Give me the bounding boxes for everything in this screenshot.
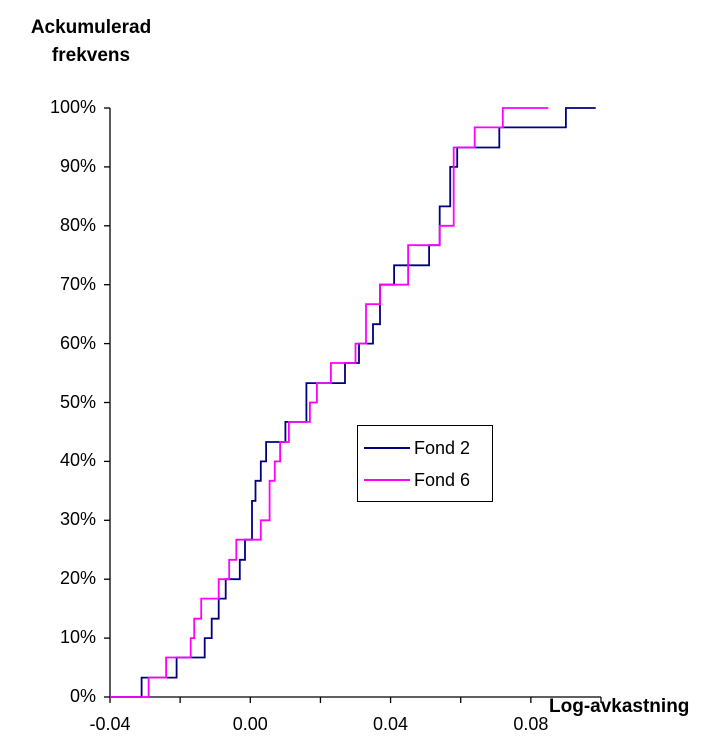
y-tick-label: 60%	[59, 332, 96, 353]
axes	[104, 107, 602, 703]
legend-swatch-fond-6	[364, 479, 410, 481]
y-tick-label: 10%	[59, 627, 96, 648]
y-tick-label: 80%	[59, 214, 96, 235]
y-tick-label: 50%	[59, 391, 96, 412]
series-line-fond-6	[110, 107, 549, 698]
x-tick-label: 0.04	[373, 714, 409, 734]
x-axis-label: Log-avkastning	[549, 696, 690, 717]
y-tick-label: 0%	[69, 686, 96, 706]
y-tick-label: 90%	[59, 155, 96, 176]
legend-item-fond-2: Fond 2	[364, 436, 470, 460]
legend-item-fond-6: Fond 6	[364, 468, 470, 492]
y-axis-label: Ackumulerad frekvens	[30, 17, 152, 66]
y-tick-label: 70%	[59, 273, 96, 294]
y-tick-label: 100%	[49, 97, 96, 117]
x-tick-label: 0.08	[513, 714, 549, 734]
series-line-fond-2	[110, 107, 596, 698]
y-tick-label: 40%	[59, 450, 96, 471]
legend-label-fond-2: Fond 2	[414, 437, 471, 458]
legend-swatch-fond-2	[364, 447, 410, 449]
x-tick-label: -0.04	[89, 714, 131, 734]
legend: Fond 2 Fond 6	[357, 425, 493, 502]
x-tick-label: 0.00	[232, 714, 268, 734]
legend-label-fond-6: Fond 6	[414, 469, 471, 490]
y-tick-label: 20%	[59, 568, 96, 589]
y-tick-label: 30%	[59, 509, 96, 530]
series-layer	[110, 107, 596, 698]
